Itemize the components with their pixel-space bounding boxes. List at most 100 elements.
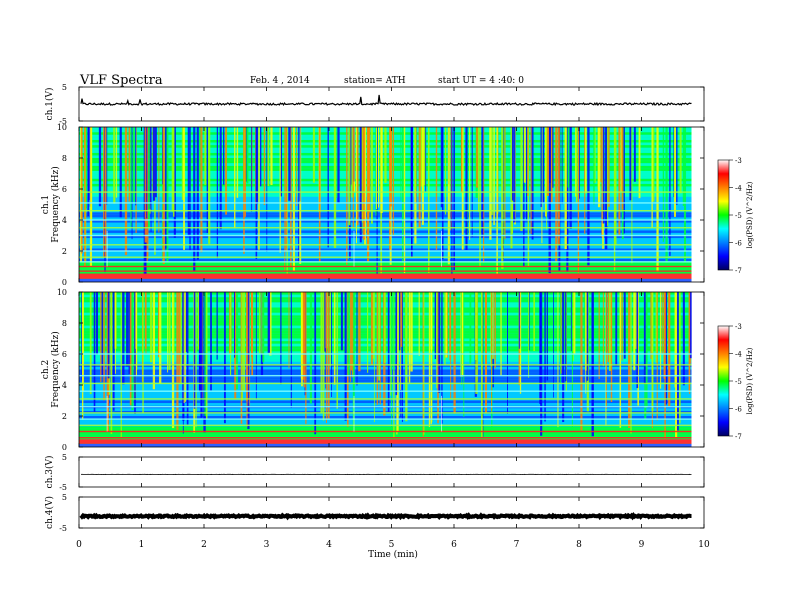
sferic-streak (223, 292, 226, 424)
sferic-streak (229, 292, 232, 377)
sferic-streak (173, 292, 175, 355)
sferic-streak (82, 292, 84, 392)
sferic-streak (638, 127, 641, 199)
sferic-streak (591, 292, 594, 437)
sferic-streak (609, 292, 612, 371)
x-tick-label: 9 (639, 540, 645, 550)
sferic-streak (162, 127, 165, 264)
spectrogram-row (79, 235, 692, 239)
sferic-streak (261, 292, 263, 355)
sferic-streak (560, 292, 561, 384)
sferic-streak (370, 292, 373, 365)
sferic-streak (318, 127, 321, 263)
sferic-streak (607, 292, 610, 363)
sferic-streak (144, 127, 147, 243)
sferic-streak (569, 127, 572, 229)
panel-frame (78, 496, 705, 529)
narrowband-line (79, 364, 692, 366)
sferic-streak (355, 127, 358, 244)
sferic-streak (501, 127, 504, 269)
sferic-streak (620, 127, 623, 192)
waveform-trace (79, 512, 692, 521)
sferic-streak (520, 127, 523, 232)
sferic-streak (441, 127, 444, 260)
sferic-streak (460, 127, 463, 193)
sferic-streak (555, 127, 558, 262)
sferic-streak (325, 292, 327, 423)
sferic-streak (546, 292, 548, 381)
colorbar-tick-label: -5 (735, 212, 742, 220)
sferic-streak (482, 127, 485, 263)
spectrogram-row (79, 183, 692, 187)
sferic-streak (101, 292, 104, 376)
sferic-streak (135, 127, 137, 206)
figure-title: VLF Spectra (79, 73, 163, 88)
y-tick-label: 0 (62, 278, 67, 287)
sferic-streak (585, 292, 587, 371)
sferic-streak (356, 127, 359, 226)
y-tick-label: 4 (62, 216, 67, 225)
y-tick-label: 10 (57, 123, 67, 132)
sferic-streak (234, 292, 236, 358)
sferic-streak (198, 292, 202, 390)
narrowband-line (79, 398, 692, 400)
sferic-streak (267, 127, 270, 187)
sferic-streak (346, 127, 348, 265)
sferic-streak (578, 127, 580, 199)
sferic-streak (116, 127, 118, 198)
sferic-streak (469, 292, 472, 364)
sferic-streak (168, 292, 171, 370)
sferic-streak (236, 292, 238, 390)
sferic-streak (418, 127, 421, 229)
narrowband-line (79, 430, 692, 433)
sferic-streak (144, 292, 147, 349)
sferic-streak (444, 127, 447, 215)
sferic-streak (376, 127, 378, 275)
sferic-streak (597, 127, 601, 208)
sferic-streak (251, 292, 254, 376)
sferic-streak (619, 292, 622, 428)
spectrogram-row (79, 263, 692, 267)
sferic-streak (410, 292, 413, 372)
narrowband-line (79, 202, 692, 204)
y-tick-label: 0 (62, 443, 67, 452)
sferic-streak (600, 127, 602, 183)
sferic-streak (414, 127, 417, 190)
sferic-streak (130, 127, 132, 227)
sferic-streak (259, 127, 262, 187)
sferic-streak (131, 127, 133, 240)
sferic-streak (154, 127, 157, 198)
y-tick-label: -5 (59, 117, 67, 126)
sferic-streak (185, 292, 188, 352)
sferic-streak (208, 127, 211, 244)
sferic-streak (379, 292, 381, 405)
sferic-streak (636, 292, 639, 389)
y-tick-label: 6 (62, 350, 67, 359)
narrowband-line (79, 261, 692, 263)
sferic-streak (197, 292, 200, 350)
date-label: Feb. 4 , 2014 (250, 76, 310, 86)
frequency-axis-label: Frequency (kHz) (50, 331, 61, 408)
voltage-axis-label: ch.4(V) (44, 496, 55, 529)
spectrogram-row (79, 230, 692, 233)
spectrogram-row (79, 207, 692, 210)
sferic-streak (441, 292, 443, 424)
sferic-streak (435, 127, 438, 250)
sferic-streak (400, 292, 401, 390)
sferic-streak (247, 292, 250, 430)
sferic-streak (131, 292, 134, 411)
sferic-streak (549, 127, 551, 183)
sferic-streak (445, 292, 448, 358)
sferic-streak (478, 127, 479, 212)
sferic-streak (87, 127, 90, 201)
sferic-streak (613, 127, 616, 272)
sferic-streak (336, 127, 338, 198)
sferic-streak (541, 127, 543, 244)
sferic-streak (519, 292, 522, 394)
y-tick-label: 10 (57, 288, 67, 297)
sferic-streak (372, 292, 374, 359)
sferic-streak (115, 292, 116, 374)
sferic-streak (279, 127, 281, 253)
sferic-streak (327, 292, 330, 419)
sferic-streak (350, 127, 352, 185)
